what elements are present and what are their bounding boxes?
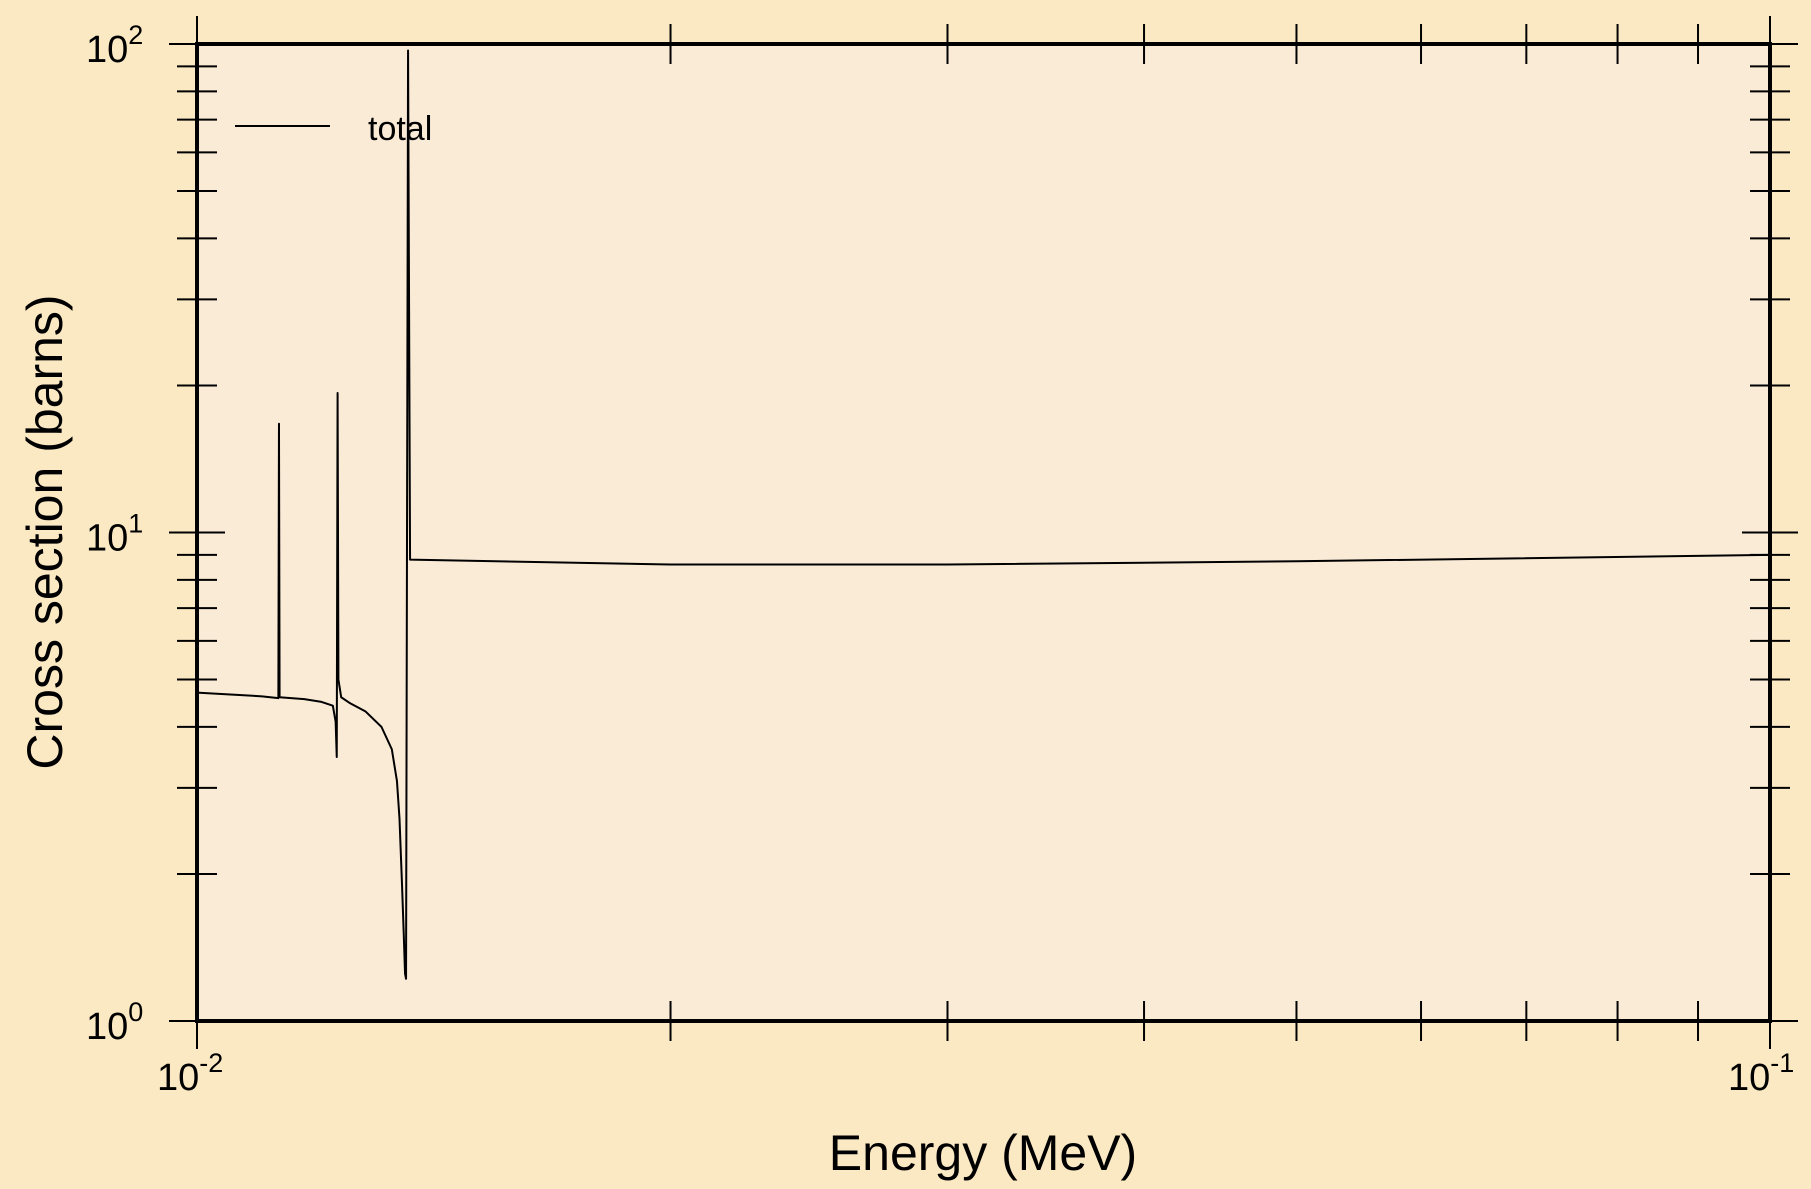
- plot-frame: [195, 42, 1772, 1023]
- x-axis-title: Energy (MeV): [829, 1125, 1137, 1181]
- series-line-total: [196, 49, 1771, 980]
- plot-area: [197, 44, 1770, 1021]
- y-axis-title: Cross section (barns): [17, 294, 73, 769]
- x-tick-labels: 10-2 10-1: [157, 1048, 1794, 1099]
- y-tick-label: 101: [86, 509, 143, 560]
- x-tick-label: 10-2: [157, 1048, 223, 1099]
- y-tick-label: 100: [86, 997, 143, 1048]
- y-tick-labels: 100 101 102: [86, 20, 143, 1048]
- y-tick-label: 102: [86, 20, 143, 71]
- x-tick-label: 10-1: [1728, 1048, 1794, 1099]
- legend-label-total: total: [368, 110, 432, 148]
- legend: total: [235, 110, 432, 148]
